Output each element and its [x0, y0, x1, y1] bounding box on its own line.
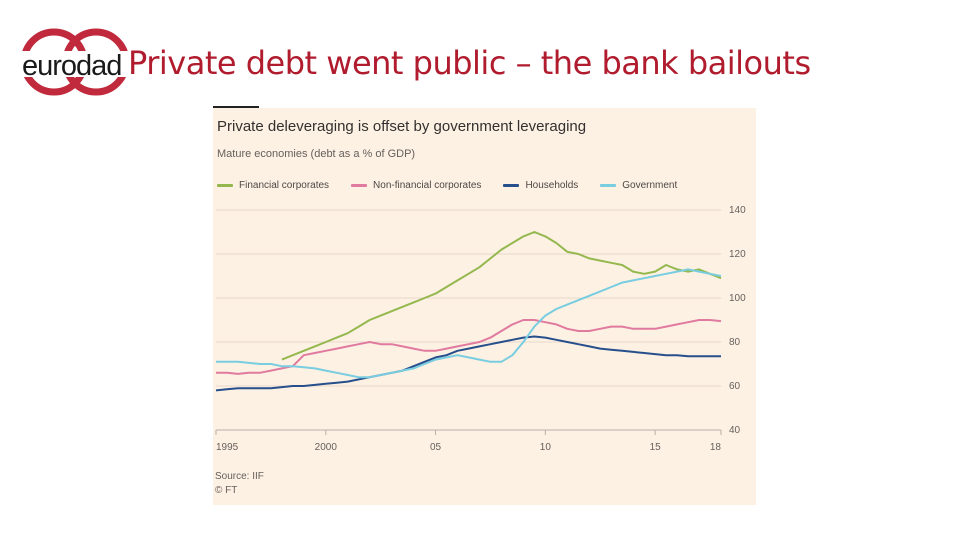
chart-subtitle: Mature economies (debt as a % of GDP) [217, 148, 416, 160]
legend-swatch [503, 184, 520, 187]
chart-source: Source: IIF © FT [215, 470, 264, 498]
legend-item-nonfinancial: Non-financial corporates [351, 180, 481, 191]
chart-top-rule [213, 106, 259, 108]
x-tick-label: 05 [430, 442, 442, 453]
legend-swatch [600, 184, 617, 187]
legend-label: Government [622, 180, 678, 191]
chart-legend: Financial corporates Non-financial corpo… [217, 180, 699, 191]
legend-item-financial: Financial corporates [217, 180, 329, 191]
y-tick-label: 120 [729, 249, 746, 260]
legend-swatch [217, 184, 233, 187]
legend-label: Financial corporates [239, 180, 330, 191]
y-tick-label: 80 [729, 337, 741, 348]
y-tick-label: 100 [729, 293, 746, 304]
series-line-government [216, 268, 722, 379]
legend-label: Households [525, 180, 579, 191]
legend-swatch [351, 184, 368, 187]
logo-rings-icon [20, 28, 130, 96]
y-tick-label: 40 [729, 425, 741, 436]
series-line-non-financial-corporates [216, 319, 722, 375]
x-tick-label: 18 [710, 442, 722, 453]
x-tick-label: 1995 [216, 442, 239, 453]
eurodad-logo: eurodad [20, 24, 130, 104]
chart-title: Private deleveraging is offset by govern… [217, 118, 587, 135]
series-line-financial-corporates [281, 231, 722, 361]
line-chart: 40 60 80 100 120 140 1995 2000 05 10 15 18 [215, 205, 746, 453]
x-tick-label: 2000 [315, 442, 338, 453]
x-tick-label: 10 [540, 442, 552, 453]
slide-title: Private debt went public – the bank bail… [128, 44, 811, 82]
legend-label: Non-financial corporates [373, 180, 482, 191]
y-tick-label: 140 [729, 205, 746, 216]
legend-item-households: Households [503, 180, 578, 191]
credit-text: © FT [215, 485, 238, 496]
logo-text: eurodad [22, 50, 122, 82]
series-line-households [215, 335, 721, 392]
source-text: Source: IIF [215, 471, 264, 482]
y-tick-label: 60 [729, 381, 741, 392]
x-tick-label: 15 [650, 442, 662, 453]
chart-card: Private deleveraging is offset by govern… [213, 108, 756, 505]
legend-item-government: Government [600, 180, 677, 191]
